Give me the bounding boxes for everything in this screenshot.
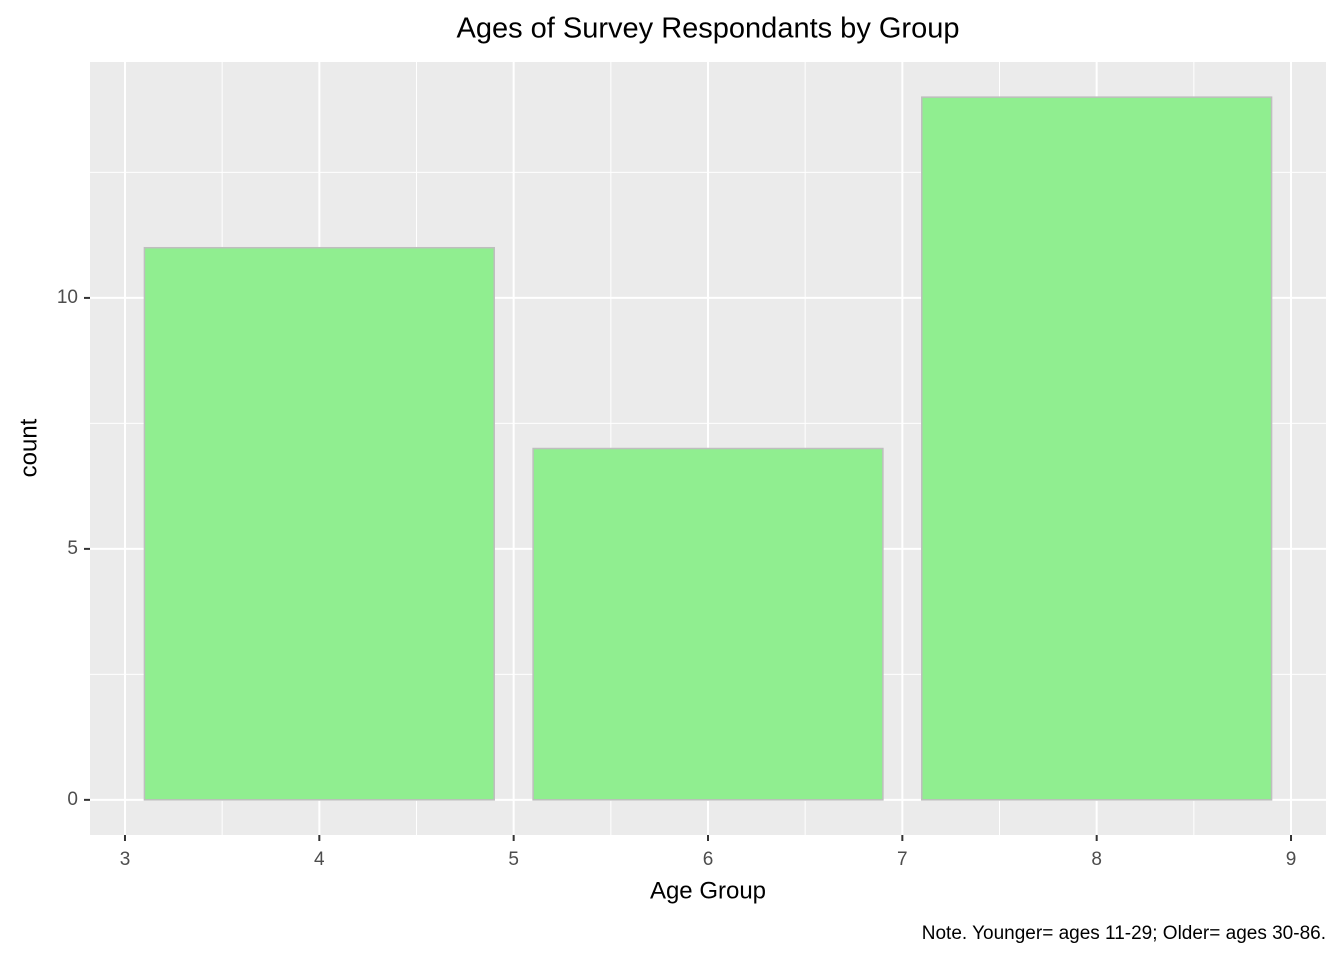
x-tick-label: 3	[120, 849, 131, 870]
x-tick-label: 7	[897, 849, 908, 870]
bar	[532, 447, 884, 801]
x-tick-label: 9	[1286, 849, 1297, 870]
x-tick-label: 6	[703, 849, 714, 870]
x-tick-label: 4	[314, 849, 325, 870]
y-tick-label: 10	[57, 287, 78, 308]
x-tick-label: 8	[1091, 849, 1102, 870]
y-axis-label: count	[15, 418, 42, 477]
bar	[921, 96, 1273, 801]
x-tick-label: 5	[508, 849, 519, 870]
marks	[143, 96, 1273, 801]
chart-title: Ages of Survey Respondants by Group	[457, 13, 960, 45]
x-axis-label: Age Group	[650, 877, 766, 904]
caption: Note. Younger= ages 11-29; Older= ages 3…	[922, 923, 1326, 944]
bar	[143, 246, 495, 801]
y-tick-label: 0	[67, 789, 78, 810]
y-tick-label: 5	[67, 538, 78, 559]
